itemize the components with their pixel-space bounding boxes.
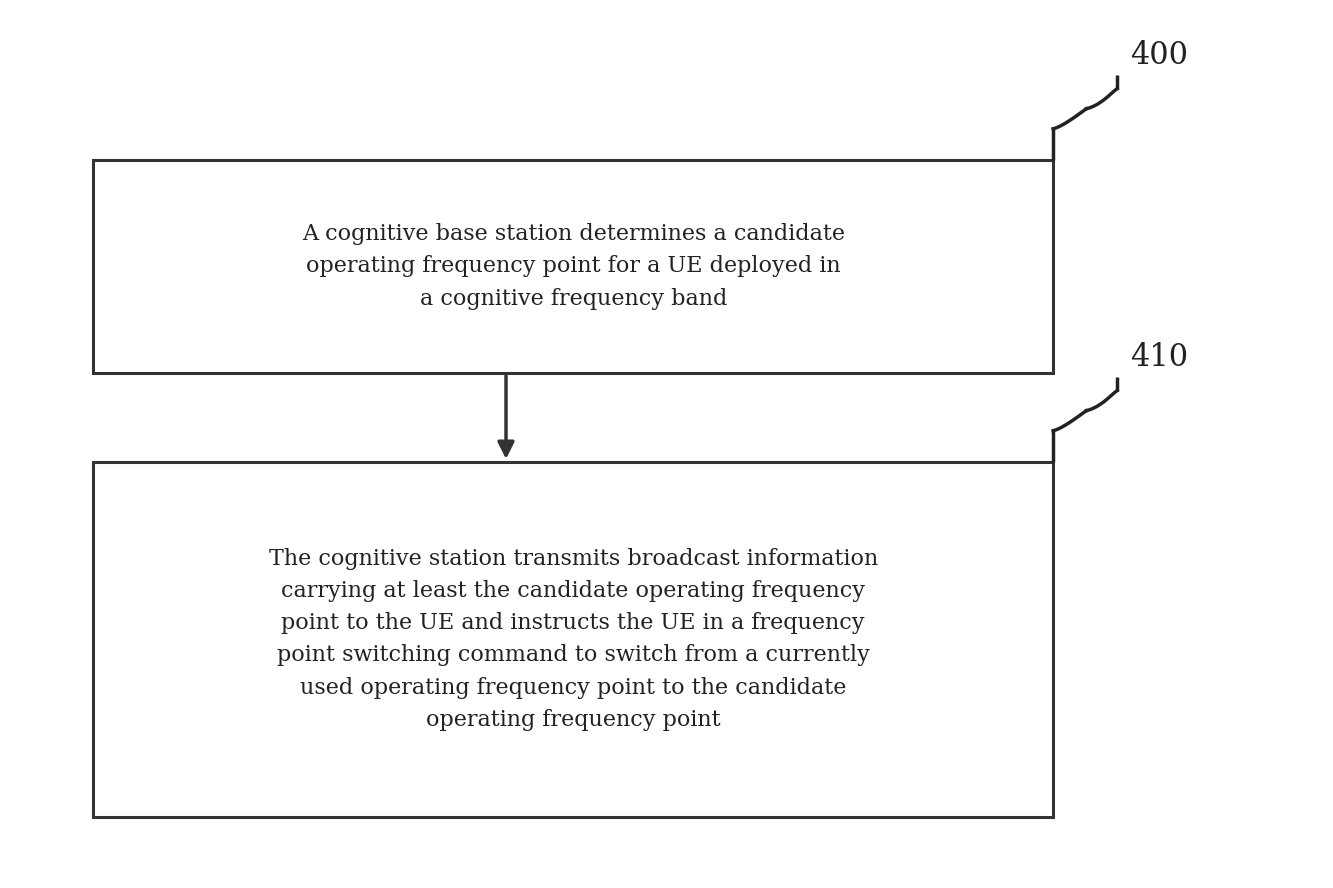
Text: 410: 410	[1130, 342, 1189, 373]
Text: The cognitive station transmits broadcast information
carrying at least the cand: The cognitive station transmits broadcas…	[268, 548, 878, 731]
FancyBboxPatch shape	[93, 160, 1053, 373]
FancyBboxPatch shape	[93, 462, 1053, 817]
Text: A cognitive base station determines a candidate
operating frequency point for a : A cognitive base station determines a ca…	[301, 223, 845, 310]
Text: 400: 400	[1130, 40, 1189, 71]
